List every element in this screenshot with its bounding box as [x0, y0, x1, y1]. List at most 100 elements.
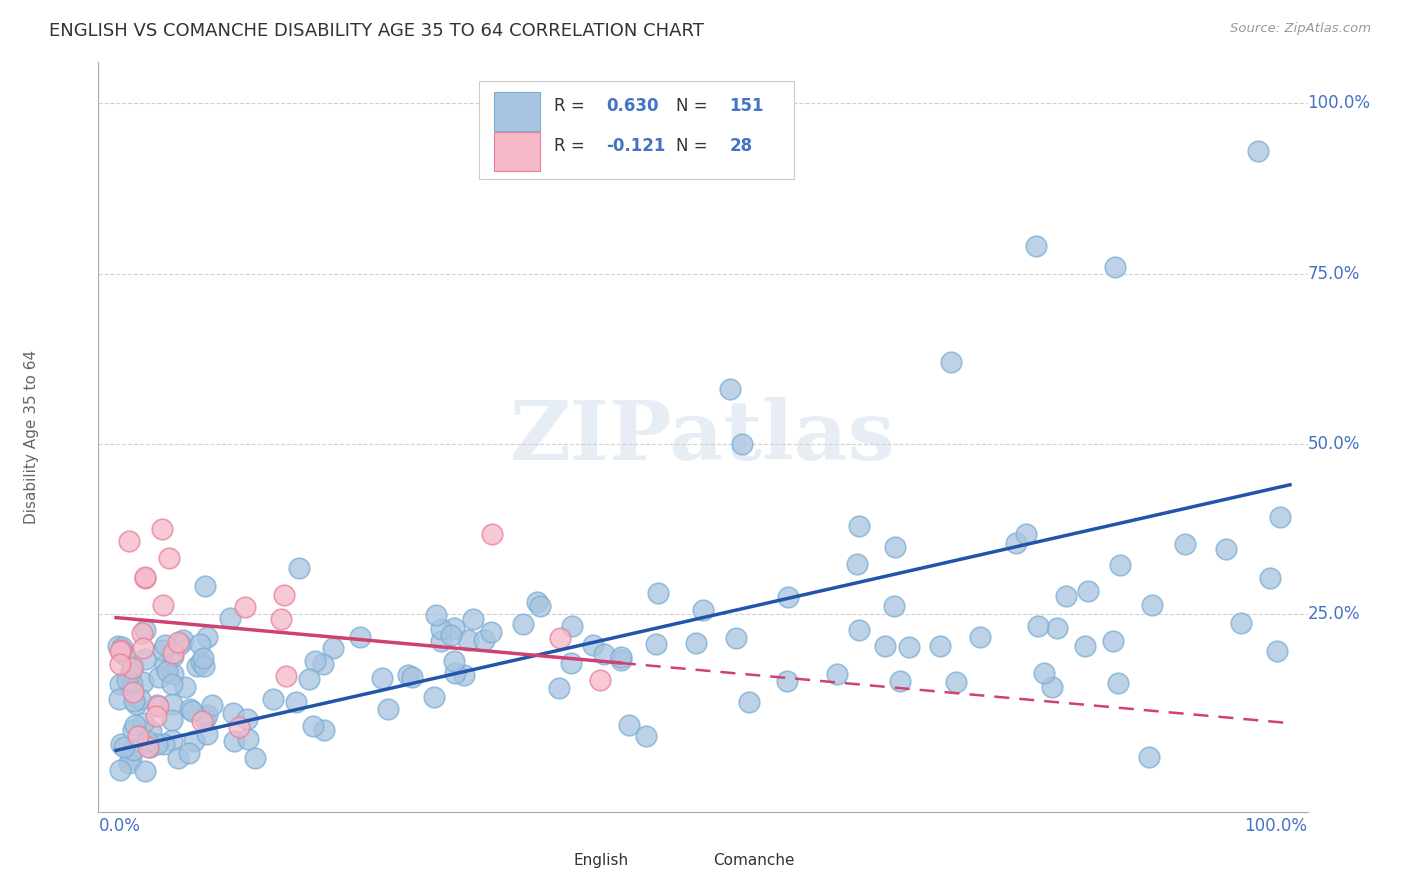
Point [440, 627, 463, 641]
Point [134, 652, 156, 666]
Point [1015, 527, 1038, 541]
Point [262, 692, 284, 706]
Point [276, 669, 298, 683]
Point [122, 685, 145, 699]
Point [191, 651, 214, 665]
Point [235, 712, 257, 726]
Point [472, 632, 495, 647]
Point [430, 634, 453, 648]
Point [969, 630, 991, 644]
Point [443, 621, 465, 635]
Point [610, 653, 633, 667]
Text: English: English [574, 853, 628, 868]
Point [134, 623, 156, 637]
Point [270, 611, 292, 625]
Point [162, 697, 184, 711]
Point [371, 671, 394, 685]
Point [181, 704, 204, 718]
Point [145, 698, 167, 712]
Point [153, 638, 176, 652]
Point [148, 670, 170, 684]
Text: R =: R = [554, 97, 591, 115]
Text: 100.0%: 100.0% [1244, 817, 1308, 835]
Point [201, 698, 224, 712]
Point [1032, 665, 1054, 680]
Point [692, 603, 714, 617]
Point [884, 541, 907, 555]
Point [191, 714, 214, 728]
Point [512, 617, 534, 632]
Point [120, 752, 142, 766]
Point [152, 598, 174, 612]
Point [1054, 589, 1077, 603]
Text: N =: N = [676, 137, 713, 155]
Point [145, 708, 167, 723]
Point [132, 675, 155, 690]
Point [1005, 536, 1028, 550]
Point [297, 673, 319, 687]
Text: 25.0%: 25.0% [1308, 605, 1360, 624]
Point [107, 639, 129, 653]
Point [883, 599, 905, 613]
Point [609, 650, 631, 665]
Point [718, 383, 741, 397]
Point [589, 673, 612, 687]
Point [430, 622, 453, 636]
Point [1025, 239, 1047, 253]
Point [129, 692, 152, 706]
Point [134, 570, 156, 584]
Point [233, 600, 256, 615]
Point [1109, 558, 1132, 572]
Point [945, 675, 967, 690]
Point [122, 659, 145, 673]
Point [195, 707, 218, 722]
Point [776, 674, 799, 689]
Point [236, 731, 259, 746]
Point [124, 694, 146, 708]
Text: 28: 28 [730, 137, 752, 155]
Point [183, 734, 205, 748]
Point [457, 633, 479, 648]
Point [1137, 750, 1160, 764]
Point [401, 670, 423, 684]
Point [135, 734, 157, 748]
Point [166, 635, 188, 649]
Point [377, 702, 399, 716]
Point [827, 667, 849, 681]
Point [560, 656, 582, 670]
Text: ZIPatlas: ZIPatlas [510, 397, 896, 477]
Point [146, 737, 169, 751]
Point [889, 674, 911, 689]
Point [108, 691, 131, 706]
Point [160, 713, 183, 727]
Point [121, 661, 143, 675]
Point [152, 642, 174, 657]
Point [1265, 644, 1288, 658]
Point [193, 658, 215, 673]
Point [131, 640, 153, 655]
Point [1040, 680, 1063, 694]
Point [929, 639, 952, 653]
Point [169, 637, 191, 651]
Point [443, 654, 465, 668]
Point [846, 557, 869, 571]
Point [1077, 583, 1099, 598]
Point [1026, 619, 1049, 633]
Point [737, 695, 759, 709]
Text: ENGLISH VS COMANCHE DISABILITY AGE 35 TO 64 CORRELATION CHART: ENGLISH VS COMANCHE DISABILITY AGE 35 TO… [49, 22, 704, 40]
FancyBboxPatch shape [540, 849, 567, 871]
Point [645, 637, 668, 651]
Point [1107, 675, 1129, 690]
Point [312, 723, 335, 737]
Point [114, 648, 136, 662]
Point [526, 595, 548, 609]
Point [222, 706, 245, 720]
Point [273, 589, 295, 603]
Text: 50.0%: 50.0% [1308, 435, 1360, 453]
Point [778, 590, 800, 604]
Point [173, 680, 195, 694]
Point [647, 586, 669, 600]
Text: Disability Age 35 to 64: Disability Age 35 to 64 [24, 350, 39, 524]
Point [179, 702, 201, 716]
Point [529, 599, 551, 614]
